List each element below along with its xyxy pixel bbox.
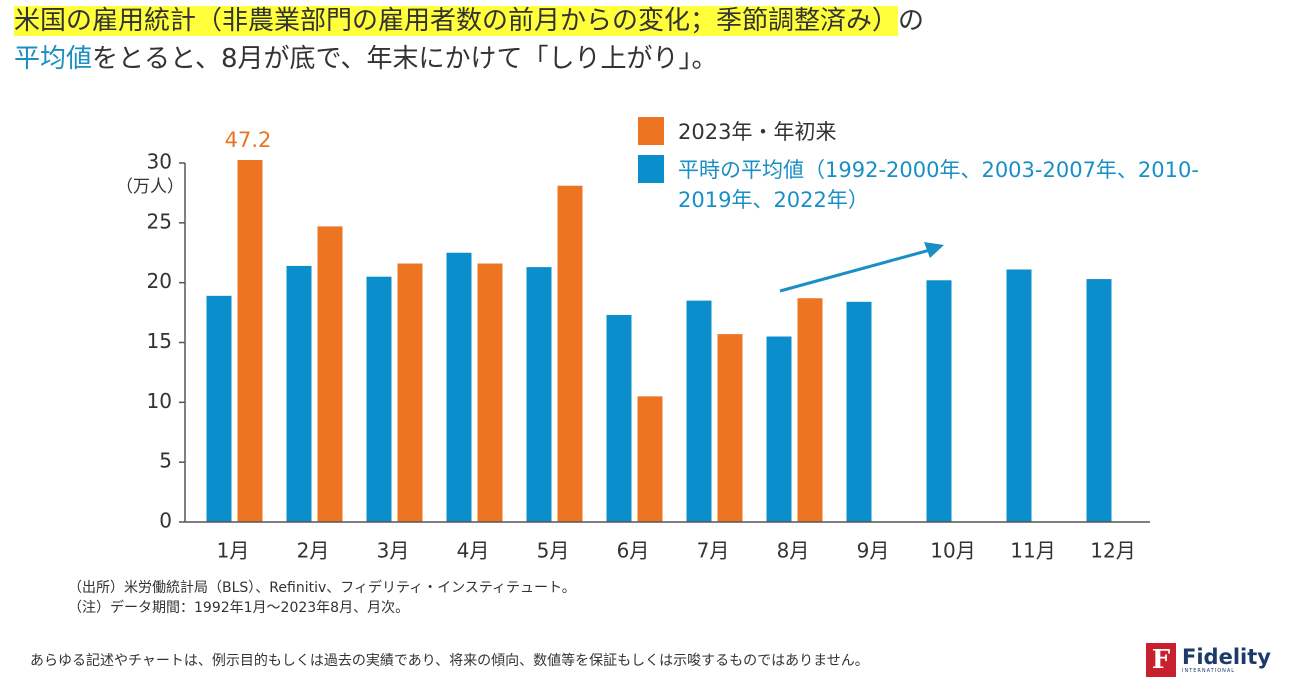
x-tick-label: 6月 xyxy=(617,539,650,563)
y-tick-label: 5 xyxy=(159,449,172,473)
bar xyxy=(286,265,312,522)
trend-arrowhead xyxy=(924,242,944,258)
bar xyxy=(237,160,263,522)
bar xyxy=(1006,269,1032,522)
plot xyxy=(206,160,1112,522)
title: 米国の雇用統計（非農業部門の雇用者数の前月からの変化；季節調整済み）の 平均値をと… xyxy=(14,2,924,78)
logo-mark: F xyxy=(1146,643,1176,677)
bar xyxy=(926,280,952,522)
bar xyxy=(446,252,472,522)
title-text: 米国の雇用統計（非農業部門の雇用者数の前月からの変化；季節調整済み） xyxy=(14,6,899,36)
logo: F Fidelity INTERNATIONAL xyxy=(1146,643,1271,677)
legend-swatch xyxy=(638,117,664,145)
x-tick-label: 10月 xyxy=(930,539,975,563)
y-tick-label: 25 xyxy=(147,209,172,233)
note: （出所）米労働統計局（BLS）、Refinitiv、フィデリティ・インスティテュ… xyxy=(68,580,576,596)
legend-swatch xyxy=(638,155,664,183)
bar xyxy=(397,263,423,522)
x-tick-label: 7月 xyxy=(697,539,730,563)
x-tick-label: 3月 xyxy=(377,539,410,563)
logo-sub: INTERNATIONAL xyxy=(1182,668,1236,674)
disclaimer: あらゆる記述やチャートは、例示目的もしくは過去の実績であり、将来の傾向、数値等を… xyxy=(30,653,869,669)
logo-name: Fidelity xyxy=(1182,645,1271,669)
x-tick-label: 1月 xyxy=(217,539,250,563)
bar xyxy=(317,226,343,522)
x-tick-label: 9月 xyxy=(857,539,890,563)
y-tick-label: 15 xyxy=(147,329,172,353)
data-label: 47.2 xyxy=(225,128,272,152)
bar xyxy=(557,185,583,522)
bar xyxy=(637,396,663,522)
bar xyxy=(366,276,392,522)
bar xyxy=(766,336,792,522)
y-tick-label: 30 xyxy=(147,150,172,174)
title-text: の xyxy=(898,6,925,36)
note: （注）データ期間：1992年1月～2023年8月、月次。 xyxy=(68,600,410,616)
y-tick-label: 20 xyxy=(147,269,172,293)
x-tick-label: 4月 xyxy=(457,539,490,563)
bar xyxy=(206,295,232,522)
x-tick-label: 8月 xyxy=(777,539,810,563)
bar xyxy=(686,300,712,522)
title-line: 平均値をとると、8月が底で、年末にかけて「しり上がり」。 xyxy=(14,40,924,78)
trend-arrow xyxy=(779,248,931,293)
bar xyxy=(846,301,872,522)
bar xyxy=(606,314,632,522)
legend-item: 平時の平均値（1992-2000年、2003-2007年、2010-2019年、… xyxy=(638,155,1258,215)
bar xyxy=(526,267,552,522)
title-text: をとると、8月が底で、年末にかけて「しり上がり」。 xyxy=(92,44,718,74)
bar xyxy=(717,334,743,522)
title-text: 平均値 xyxy=(14,44,93,74)
legend: 2023年・年初来平時の平均値（1992-2000年、2003-2007年、20… xyxy=(638,117,1258,223)
bar xyxy=(477,263,503,522)
x-tick-label: 2月 xyxy=(297,539,330,563)
legend-label: 2023年・年初来 xyxy=(678,120,837,144)
legend-label: 平時の平均値（1992-2000年、2003-2007年、2010-2019年、… xyxy=(678,158,1199,212)
legend-item: 2023年・年初来 xyxy=(638,117,1258,147)
x-tick-label: 11月 xyxy=(1010,539,1055,563)
notes: （出所）米労働統計局（BLS）、Refinitiv、フィデリティ・インスティテュ… xyxy=(68,578,576,618)
bar xyxy=(797,298,823,522)
y-unit: （万人） xyxy=(116,177,184,197)
title-line: 米国の雇用統計（非農業部門の雇用者数の前月からの変化；季節調整済み）の xyxy=(14,2,924,40)
x-tick-label: 5月 xyxy=(537,539,570,563)
y-tick-label: 0 xyxy=(159,509,172,533)
bar xyxy=(1086,279,1112,522)
y-tick-label: 10 xyxy=(147,389,172,413)
x-tick-label: 12月 xyxy=(1090,539,1135,563)
